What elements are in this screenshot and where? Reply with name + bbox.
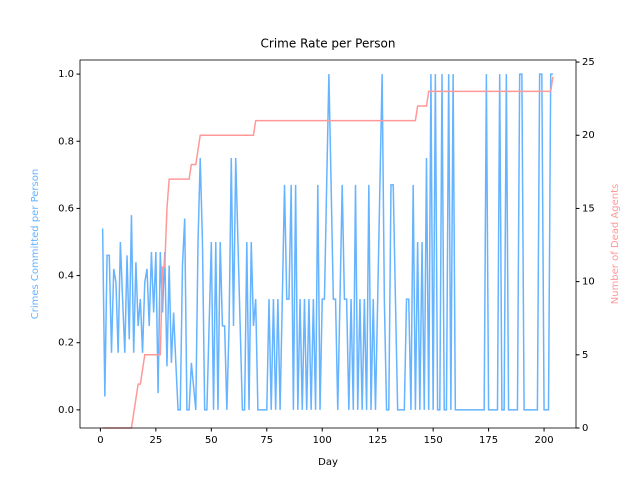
x-tick-label: 200 (535, 435, 554, 446)
y2-tick-label: 15 (582, 203, 595, 214)
y2-tick-label: 25 (582, 57, 595, 68)
data-line (102, 76, 554, 429)
y2-tick-label: 0 (582, 423, 588, 434)
y-tick-label: 0.0 (58, 405, 74, 416)
x-tick-label: 150 (424, 435, 443, 446)
y2-tick-label: 20 (582, 130, 595, 141)
x-tick-label: 125 (368, 435, 387, 446)
y-axis-label: Crimes Committed per Person (30, 169, 41, 319)
x-tick-label: 175 (479, 435, 498, 446)
x-tick-label: 100 (313, 435, 332, 446)
y-tick-label: 0.2 (58, 338, 74, 349)
y-tick-label: 0.6 (58, 203, 74, 214)
chart-title: Crime Rate per Person (261, 37, 396, 51)
x-tick-label: 50 (205, 435, 218, 446)
x-tick-label: 75 (260, 435, 273, 446)
data-line (101, 73, 553, 411)
y-tick-label: 0.8 (58, 136, 74, 147)
x-tick-label: 25 (149, 435, 162, 446)
y2-tick-label: 5 (582, 350, 588, 361)
x-axis-label: Day (318, 457, 338, 468)
y2-axis-label: Number of Dead Agents (610, 184, 621, 304)
y2-tick-label: 10 (582, 277, 595, 288)
x-tick-label: 0 (97, 435, 103, 446)
y-tick-label: 1.0 (58, 69, 74, 80)
y-tick-label: 0.4 (58, 271, 74, 282)
plot-frame (79, 59, 577, 429)
